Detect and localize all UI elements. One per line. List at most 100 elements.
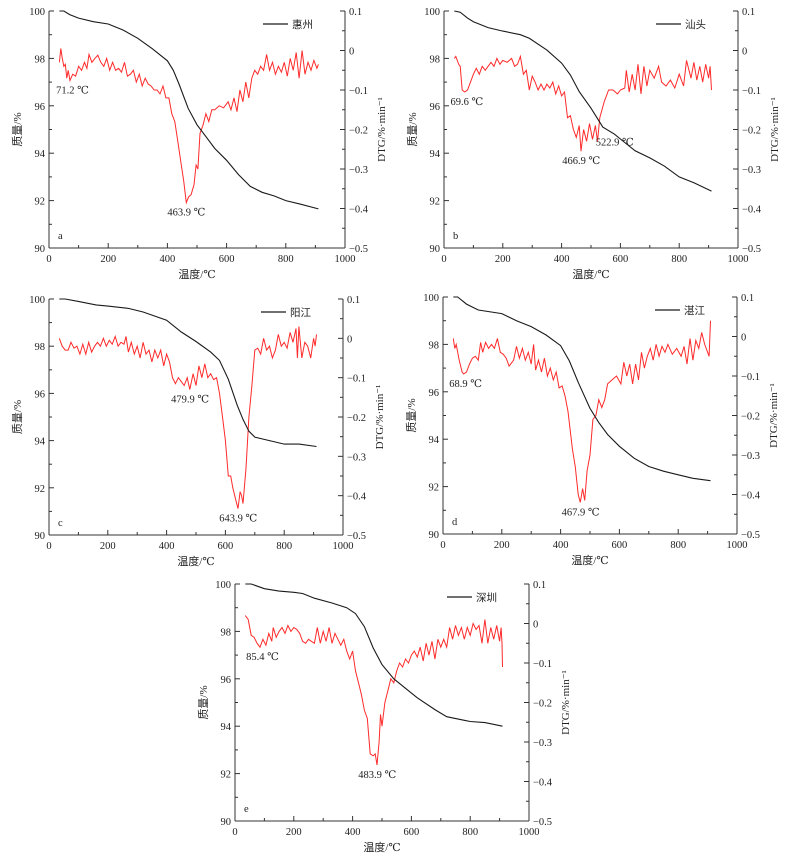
x-tick-label: 200 (494, 540, 510, 551)
y-tick-label: 94 (429, 435, 440, 446)
peak-label: 68.9 ℃ (449, 379, 482, 390)
x-tick-label: 0 (232, 827, 237, 838)
y2-tick-label: −0.5 (533, 817, 552, 828)
peak-label: 643.9 ℃ (219, 514, 257, 525)
y2-tick-label: −0.5 (741, 530, 760, 541)
y-axis-label: 质量/% (11, 400, 24, 434)
y2-axis-label: DTG/%·min⁻¹ (376, 97, 388, 162)
x-tick-label: 200 (100, 254, 116, 265)
panel-d: 0 200 400 600 800 1000 90 92 94 96 98 100 −0.5 −0.4 −0… (405, 293, 780, 567)
panel-letter: a (58, 231, 63, 242)
y2-tick-label: 0.1 (533, 580, 546, 591)
peak-label: 479.9 ℃ (171, 394, 209, 405)
dtg-line (453, 54, 712, 152)
y2-tick-label: −0.5 (349, 244, 368, 255)
peak-label: 85.4 ℃ (246, 652, 279, 663)
y2-tick-label: −0.5 (742, 244, 761, 255)
y2-tick-label: −0.3 (742, 165, 761, 176)
y-tick-label: 92 (429, 483, 440, 494)
y2-tick-label: −0.4 (349, 205, 369, 216)
x-axis-label: 温度/℃ (177, 554, 214, 568)
dtg-line (58, 48, 319, 205)
x-axis-label: 温度/℃ (363, 840, 400, 854)
y-tick-label: 94 (221, 722, 232, 733)
y2-axis-label: DTG/%·min⁻¹ (768, 383, 780, 448)
y-tick-label: 100 (215, 580, 231, 591)
x-tick-label: 0 (46, 254, 51, 265)
legend-label: 惠州 (292, 18, 313, 31)
y2-axis-label: DTG/%·min⁻¹ (560, 670, 572, 735)
x-axis-label: 温度/℃ (178, 267, 215, 281)
legend-label: 深圳 (476, 592, 497, 604)
peak-label: 466.9 ℃ (562, 156, 600, 167)
dtg-line (244, 615, 503, 765)
y-tick-label: 96 (35, 102, 46, 113)
y-tick-label: 92 (35, 197, 46, 208)
y-tick-label: 92 (430, 197, 441, 208)
y2-tick-label: −0.2 (349, 126, 368, 137)
peak-label: 463.9 ℃ (167, 208, 205, 219)
y-axis-label: 质量/% (406, 112, 419, 146)
y2-tick-label: 0.1 (742, 7, 755, 18)
y-axis-label: 质量/% (11, 112, 24, 146)
tg-line (59, 10, 319, 210)
panel-letter: e (244, 804, 249, 815)
y-tick-label: 98 (35, 54, 46, 65)
y2-tick-label: −0.1 (741, 372, 760, 383)
y-tick-label: 96 (429, 388, 440, 399)
y-tick-label: 90 (35, 531, 46, 542)
y-tick-label: 92 (221, 770, 232, 781)
legend-label: 阳江 (290, 307, 311, 319)
y-tick-label: 94 (430, 149, 441, 160)
y-tick-label: 90 (35, 244, 46, 255)
y-tick-label: 100 (29, 295, 45, 306)
x-tick-label: 0 (441, 254, 446, 265)
x-tick-label: 600 (219, 254, 235, 265)
panel-c: 0 200 400 600 800 1000 90 92 94 96 98 100 −0.5 −0.4 −0… (11, 295, 386, 568)
x-tick-label: 600 (218, 541, 234, 552)
y2-tick-label: 0.1 (741, 293, 754, 304)
tg-line (245, 583, 503, 727)
x-tick-label: 1000 (728, 254, 749, 265)
y-tick-label: 94 (35, 437, 46, 448)
y-tick-label: 98 (429, 340, 440, 351)
x-axis-label: 温度/℃ (572, 267, 609, 281)
x-tick-label: 800 (671, 254, 687, 265)
y2-axis-label: DTG/%·min⁻¹ (769, 97, 781, 162)
y2-tick-label: −0.5 (347, 531, 366, 542)
y2-tick-label: −0.2 (533, 699, 552, 710)
y-tick-label: 96 (35, 389, 46, 400)
y-tick-label: 100 (424, 7, 440, 18)
x-tick-label: 200 (100, 541, 116, 552)
y-tick-label: 90 (221, 817, 232, 828)
y2-tick-label: −0.1 (742, 86, 761, 97)
y2-tick-label: −0.2 (347, 413, 366, 424)
y2-tick-label: 0 (347, 334, 352, 345)
x-tick-label: 1000 (519, 827, 540, 838)
y2-tick-label: −0.1 (349, 86, 368, 97)
y-tick-label: 96 (430, 102, 441, 113)
y-tick-label: 92 (35, 484, 46, 495)
peak-label: 69.6 ℃ (450, 97, 483, 108)
y2-tick-label: −0.3 (349, 165, 368, 176)
y2-tick-label: −0.3 (347, 452, 366, 463)
y2-tick-label: 0 (533, 620, 538, 631)
y-tick-label: 100 (423, 293, 439, 304)
x-tick-label: 600 (613, 254, 629, 265)
x-tick-label: 0 (46, 541, 51, 552)
legend-label: 汕头 (685, 19, 706, 31)
y2-tick-label: −0.1 (347, 374, 366, 385)
y2-tick-label: −0.4 (741, 491, 761, 502)
x-tick-label: 400 (160, 254, 176, 265)
tg-line (454, 10, 712, 192)
y-tick-label: 96 (221, 675, 232, 686)
x-axis-label: 温度/℃ (571, 553, 608, 567)
y2-tick-label: −0.1 (533, 659, 552, 670)
y-tick-label: 90 (430, 244, 441, 255)
legend-label: 湛江 (684, 305, 705, 317)
y-tick-label: 90 (429, 530, 440, 541)
x-tick-label: 600 (612, 540, 628, 551)
y-tick-label: 98 (430, 54, 441, 65)
x-tick-label: 400 (554, 254, 570, 265)
x-tick-label: 200 (495, 254, 511, 265)
